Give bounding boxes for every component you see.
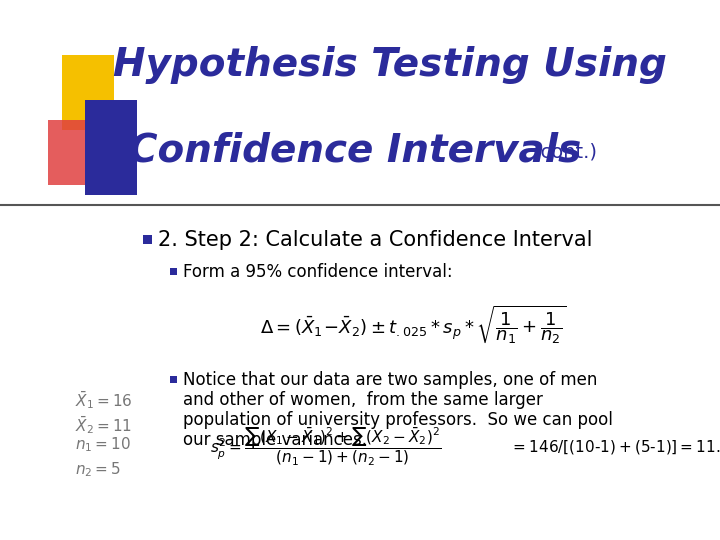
Text: $\Delta = (\bar{X}_1\!-\!\bar{X}_2) \pm t_{.025} * s_p * \sqrt{\dfrac{1}{n_1} + : $\Delta = (\bar{X}_1\!-\!\bar{X}_2) \pm … bbox=[260, 304, 567, 346]
Text: $s^2_p = \dfrac{\sum(X_1 - \bar{X}_1)^2 + \sum(X_2 - \bar{X}_2)^2}{(n_1 - 1)+(n_: $s^2_p = \dfrac{\sum(X_1 - \bar{X}_1)^2 … bbox=[210, 426, 441, 468]
Text: Confidence Intervals: Confidence Intervals bbox=[129, 131, 581, 169]
Text: Notice that our data are two samples, one of men: Notice that our data are two samples, on… bbox=[183, 371, 598, 389]
Bar bbox=[170, 268, 177, 275]
Bar bbox=[62, 55, 114, 130]
Text: $n_2 = 5$: $n_2 = 5$ bbox=[75, 461, 121, 480]
Text: 2. Step 2: Calculate a Confidence Interval: 2. Step 2: Calculate a Confidence Interv… bbox=[158, 230, 593, 250]
Text: $= 146 / [(10\text{-}1) + (5\text{-}1)]= 11.23$: $= 146 / [(10\text{-}1) + (5\text{-}1)]=… bbox=[510, 438, 720, 456]
Text: $n_1 = 10$: $n_1 = 10$ bbox=[75, 436, 131, 454]
Bar bbox=[143, 235, 152, 244]
Text: $\bar{X}_1 = 16$: $\bar{X}_1 = 16$ bbox=[75, 389, 132, 411]
Text: $\bar{X}_2 = 11$: $\bar{X}_2 = 11$ bbox=[75, 414, 132, 436]
Text: Form a 95% confidence interval:: Form a 95% confidence interval: bbox=[183, 263, 453, 281]
Bar bbox=[85, 100, 137, 195]
Bar bbox=[48, 120, 96, 185]
Text: our sample variances.: our sample variances. bbox=[183, 431, 367, 449]
Text: Hypothesis Testing Using: Hypothesis Testing Using bbox=[113, 46, 667, 84]
Text: (cont.): (cont.) bbox=[533, 143, 597, 161]
Text: population of university professors.  So we can pool: population of university professors. So … bbox=[183, 411, 613, 429]
Text: and other of women,  from the same larger: and other of women, from the same larger bbox=[183, 391, 543, 409]
Bar bbox=[170, 376, 177, 383]
